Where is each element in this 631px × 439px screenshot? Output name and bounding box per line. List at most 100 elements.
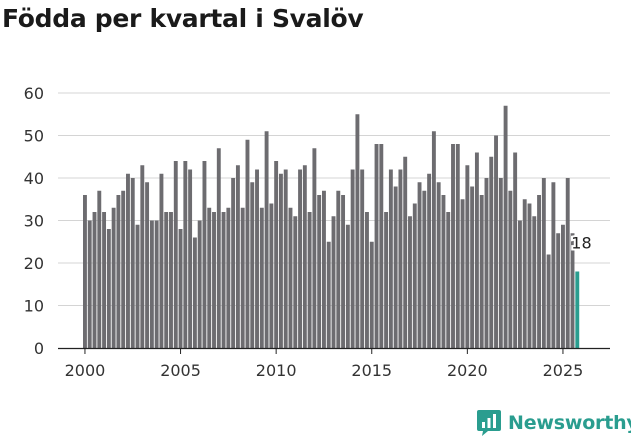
bar (212, 212, 216, 348)
bar (417, 182, 422, 348)
bar (345, 224, 350, 348)
bar (541, 178, 546, 348)
bar (379, 144, 384, 348)
x-tick-label: 2005 (160, 361, 201, 380)
bar (570, 233, 575, 348)
bar (111, 207, 116, 348)
bar (441, 195, 446, 348)
bar (561, 224, 565, 348)
bar (326, 241, 331, 348)
bar (517, 220, 522, 348)
bar (532, 216, 537, 348)
x-tick-label: 2025 (543, 361, 584, 380)
bar (365, 212, 369, 348)
bar (451, 144, 455, 348)
bar (317, 195, 322, 348)
bar (546, 254, 551, 348)
bar-chart: 0 10 20 30 40 50 60 2000 2005 2010 2015 2020 2025 18 (24, 84, 610, 380)
bar (479, 195, 484, 348)
bar (283, 169, 288, 348)
bar (374, 144, 379, 348)
bar-highlight (575, 271, 580, 348)
y-tick-label: 10 (24, 297, 44, 316)
bar (369, 241, 374, 348)
bar (140, 165, 145, 348)
bar (135, 224, 140, 348)
bar (250, 182, 255, 348)
bar (145, 182, 150, 348)
bar (293, 216, 298, 348)
bar (455, 144, 460, 348)
bar (154, 220, 159, 348)
x-tick-label: 2020 (447, 361, 488, 380)
bar (312, 148, 317, 348)
bar (484, 178, 489, 348)
bar (216, 148, 221, 348)
bar (274, 161, 279, 348)
x-tick-label: 2010 (256, 361, 297, 380)
bar (202, 161, 207, 348)
bar (503, 105, 508, 348)
y-tick-label: 50 (24, 127, 44, 146)
bar (465, 165, 470, 348)
bar (522, 199, 527, 348)
bar (178, 229, 183, 348)
bar (398, 169, 403, 348)
bar (527, 203, 532, 348)
newsworthy-logo-text: Newsworthy (508, 412, 631, 434)
bar (556, 233, 561, 348)
newsworthy-logo-icon (477, 410, 501, 436)
y-tick-label: 0 (34, 339, 44, 358)
bar (307, 212, 312, 348)
bar (235, 165, 240, 348)
bar (102, 212, 107, 348)
bar (240, 207, 245, 348)
bar (164, 212, 169, 348)
bar (130, 178, 135, 348)
bar (126, 173, 130, 348)
bar (470, 186, 475, 348)
bar (116, 195, 121, 348)
bar (106, 229, 111, 348)
bar (427, 173, 432, 348)
bar (436, 182, 441, 348)
y-tick-label: 60 (24, 84, 44, 103)
bar (226, 207, 231, 348)
y-tick-label: 20 (24, 254, 44, 273)
bar (207, 207, 212, 348)
bar (264, 131, 269, 348)
bar (302, 165, 307, 348)
bar (537, 195, 541, 348)
bar (393, 186, 398, 348)
bar (489, 156, 494, 348)
bar (355, 114, 360, 348)
bar (269, 203, 274, 348)
highlight-data-label: 18 (571, 234, 591, 253)
bar (183, 161, 188, 348)
bar (422, 190, 427, 348)
bar (259, 207, 264, 348)
bar (508, 190, 513, 348)
chart-title: Födda per kvartal i Svalöv (2, 4, 364, 33)
y-tick-label: 30 (24, 212, 44, 231)
bar (278, 173, 283, 348)
bar (384, 212, 389, 348)
bar (173, 161, 178, 348)
bar (341, 195, 346, 348)
y-tick-label: 40 (24, 169, 44, 188)
bar (412, 203, 417, 348)
bar (221, 212, 226, 348)
bar (169, 212, 173, 348)
bar (474, 152, 479, 348)
bar (245, 139, 250, 348)
bar (408, 216, 412, 348)
bar (197, 220, 202, 348)
bar (255, 169, 259, 348)
bar (565, 178, 570, 348)
bar (149, 220, 154, 348)
x-tick-label: 2000 (65, 361, 106, 380)
bar (431, 131, 436, 348)
bar (460, 199, 465, 348)
bar (403, 156, 408, 348)
bar (288, 207, 293, 348)
